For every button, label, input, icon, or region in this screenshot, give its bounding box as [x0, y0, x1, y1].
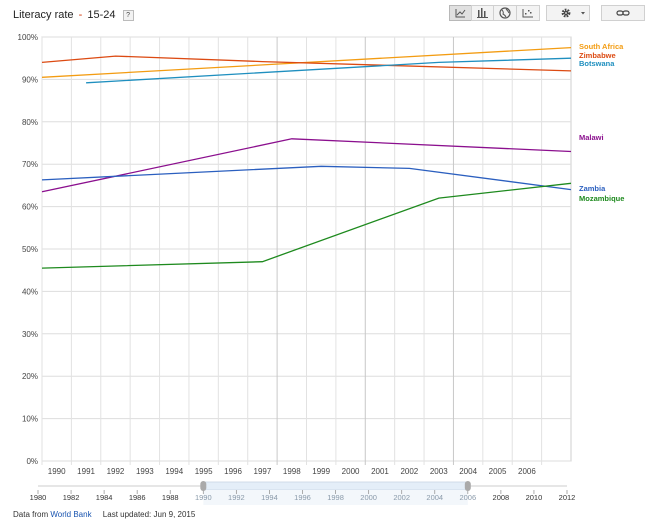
- x-tick-label: 2001: [371, 467, 389, 476]
- line-chart-icon: [455, 9, 466, 18]
- y-tick-label: 10%: [22, 415, 38, 424]
- line-chart: 0%10%20%30%40%50%60%70%80%90%100% 1990 19…: [18, 33, 624, 505]
- gear-icon: [561, 8, 585, 18]
- y-tick-label: 30%: [22, 330, 38, 339]
- y-tick-label: 80%: [22, 118, 38, 127]
- series-label: Zambia: [579, 184, 606, 193]
- chevron-down-icon: [581, 12, 585, 15]
- y-tick-label: 100%: [18, 33, 38, 42]
- map-button[interactable]: [493, 5, 517, 21]
- source-prefix: Data from: [13, 510, 49, 519]
- timeline-tick-label: 1988: [162, 493, 179, 502]
- timeline-end-handle[interactable]: [464, 481, 471, 491]
- timeline-tick-label: 1996: [294, 493, 311, 502]
- link-icon: [616, 10, 630, 16]
- series-line: [41, 138, 572, 193]
- settings-menu-button[interactable]: [546, 5, 590, 21]
- x-tick-label: 2003: [430, 467, 448, 476]
- title-text: Literacy rate: [13, 9, 74, 21]
- bar-chart-button[interactable]: [471, 5, 494, 21]
- y-tick-label: 70%: [22, 160, 38, 169]
- bar-chart-icon: [477, 8, 488, 18]
- last-updated: Last updated: Jun 9, 2015: [102, 510, 196, 519]
- timeline-tick-label: 2012: [559, 493, 576, 502]
- timeline-tick-label: 1984: [96, 493, 113, 502]
- series-label: Mozambique: [579, 194, 624, 203]
- x-tick-label: 2000: [342, 467, 360, 476]
- series-label: Malawi: [579, 133, 604, 142]
- x-tick-label: 1990: [48, 467, 66, 476]
- series-label: South Africa: [579, 42, 624, 51]
- y-tick-label: 60%: [22, 203, 38, 212]
- timeline-tick-label: 1986: [129, 493, 146, 502]
- chart-lines: [41, 46, 572, 269]
- x-tick-label: 1996: [224, 467, 242, 476]
- timeline-start-handle[interactable]: [200, 481, 207, 491]
- link-button[interactable]: [601, 5, 645, 21]
- series-label: Botswana: [579, 59, 615, 68]
- y-tick-label: 0%: [26, 457, 38, 466]
- timeline-tick-label: 1980: [30, 493, 47, 502]
- timeline-tick-label: 1982: [63, 493, 80, 502]
- x-axis: 1990 1991 1992 1993 1994 1995 1996 1997 1998 1999…: [48, 467, 537, 476]
- y-axis: 0% 10% 20% 30% 40% 50% 60% 70% 80% 90% 100%: [18, 33, 38, 466]
- timeline-slider: 1980 1982 1984 1986 1988 1990 1992 1994 1996 1998…: [30, 481, 576, 505]
- timeline-tick-label: 2004: [426, 493, 443, 502]
- x-tick-label: 1991: [77, 467, 95, 476]
- series-line: [86, 57, 572, 84]
- title-indicator: 15-24: [87, 9, 116, 21]
- x-tick-label: 2004: [459, 467, 477, 476]
- scatter-chart-button[interactable]: [516, 5, 540, 21]
- y-tick-label: 20%: [22, 372, 38, 381]
- x-tick-label: 1994: [165, 467, 183, 476]
- series-line: [41, 182, 572, 269]
- timeline-tick-label: 2000: [360, 493, 377, 502]
- x-tick-label: 1998: [283, 467, 301, 476]
- series-line: [41, 165, 572, 191]
- x-tick-label: 1995: [195, 467, 213, 476]
- x-tick-label: 1993: [136, 467, 154, 476]
- title-separator: -: [78, 9, 83, 21]
- y-tick-label: 90%: [22, 75, 38, 84]
- timeline-tick-label: 1990: [195, 493, 212, 502]
- help-icon[interactable]: ?: [122, 10, 134, 21]
- y-tick-label: 50%: [22, 245, 38, 254]
- timeline-tick-label: 1992: [228, 493, 245, 502]
- x-tick-label: 2006: [518, 467, 536, 476]
- x-tick-label: 1999: [312, 467, 330, 476]
- x-tick-label: 1992: [107, 467, 125, 476]
- chart-footer: Data from World Bank Last updated: Jun 9…: [13, 510, 195, 519]
- x-tick-label: 1997: [254, 467, 272, 476]
- series-label: Zimbabwe: [579, 51, 616, 60]
- source-link[interactable]: World Bank: [50, 510, 92, 519]
- line-chart-button[interactable]: [449, 5, 472, 21]
- chart-title: Literacy rate - 15-24 ?: [13, 9, 134, 21]
- y-tick-label: 40%: [22, 287, 38, 296]
- series-line: [41, 55, 572, 72]
- timeline-selection: [202, 481, 469, 491]
- x-tick-label: 2002: [400, 467, 418, 476]
- timeline-tick-label: 2006: [459, 493, 476, 502]
- timeline-tick-label: 1994: [261, 493, 278, 502]
- scatter-chart-icon: [522, 9, 533, 18]
- chart-header: Literacy rate - 15-24 ?: [0, 0, 650, 30]
- timeline-tick-label: 2008: [493, 493, 510, 502]
- x-tick-label: 2005: [489, 467, 507, 476]
- chart-grid: [41, 36, 572, 465]
- map-icon: [499, 7, 511, 19]
- timeline-tick-label: 2002: [393, 493, 410, 502]
- timeline-tick-label: 2010: [526, 493, 543, 502]
- timeline-tick-label: 1998: [327, 493, 344, 502]
